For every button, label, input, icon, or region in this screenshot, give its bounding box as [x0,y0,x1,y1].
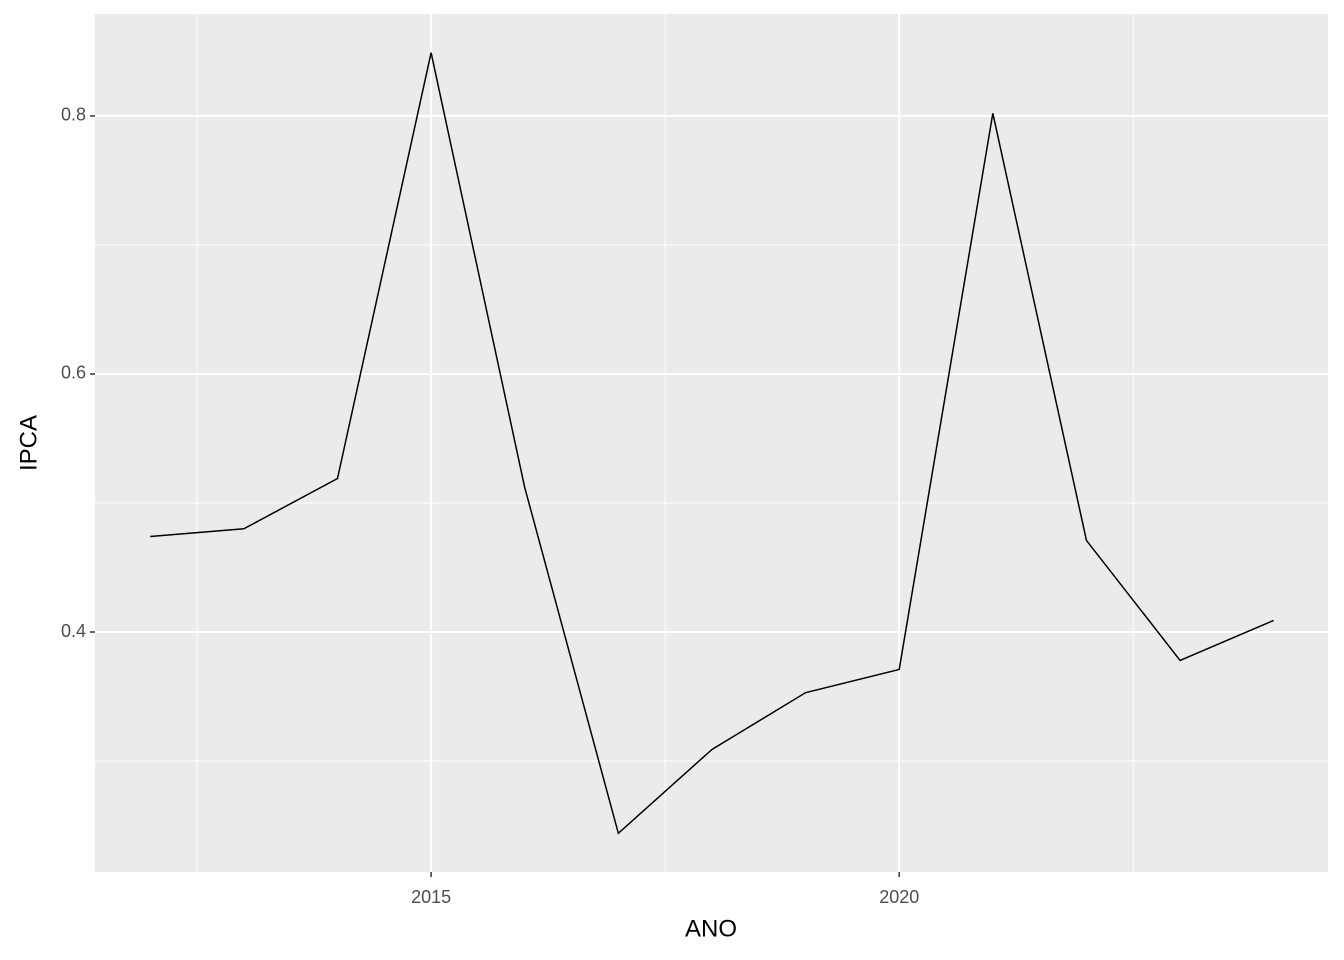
y-tick-label: 0.8 [61,105,86,125]
line-series [150,52,1274,835]
y-axis-title: IPCA [15,415,42,471]
x-tick-label: 2015 [411,887,451,907]
y-tick-label: 0.6 [61,363,86,383]
y-tick-label: 0.4 [61,621,86,641]
x-axis-title: ANO [685,915,737,942]
panel-background [95,14,1328,872]
x-tick-label: 2020 [879,887,919,907]
